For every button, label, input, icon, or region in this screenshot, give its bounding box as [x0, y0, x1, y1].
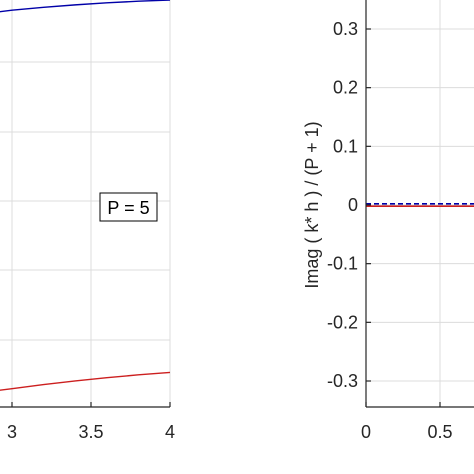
left-x-tick-label: 3.5 — [78, 422, 103, 442]
right-y-tick-label: 0 — [348, 195, 358, 215]
right-y-tick-label: 0.3 — [333, 19, 358, 39]
left-series-lines — [0, 0, 171, 391]
right-chart-panel: 0.30.20.10-0.1-0.2-0.3 0 0.5 Imag ( k* h … — [302, 0, 474, 442]
right-y-tick-label: -0.3 — [327, 371, 358, 391]
left-x-tick-label: 4 — [165, 422, 175, 442]
right-y-ticks: 0.3 0.2 0.1 0 -0.1 -0.2 -0.3 — [327, 19, 371, 391]
left-x-ticks: 3 3.5 4 — [7, 402, 175, 442]
right-y-tick-label: -0.1 — [327, 254, 358, 274]
right-series-lines — [366, 203, 474, 207]
left-series-line-1 — [0, 371, 171, 391]
left-x-tick-label: 3 — [7, 422, 17, 442]
left-gridlines — [0, 0, 171, 407]
right-y-tick-label: -0.2 — [327, 312, 358, 332]
annotation-text: P = 5 — [107, 198, 149, 218]
annotation-border — [99, 192, 158, 222]
right-y-tick-label: 0.2 — [333, 78, 358, 98]
left-chart-panel: 3 3.5 4 P = 5 — [0, 0, 175, 442]
right-y-axis-label: Imag ( k* h ) / (P + 1) — [302, 121, 322, 288]
right-x-ticks: 0 0.5 — [361, 402, 453, 442]
right-y-tick-label: 0.1 — [333, 136, 358, 156]
left-series-line-0 — [0, 0, 171, 13]
right-x-tick-label: 0.5 — [427, 422, 452, 442]
right-x-tick-label: 0 — [361, 422, 371, 442]
annotation-box: P = 5 — [99, 192, 158, 222]
